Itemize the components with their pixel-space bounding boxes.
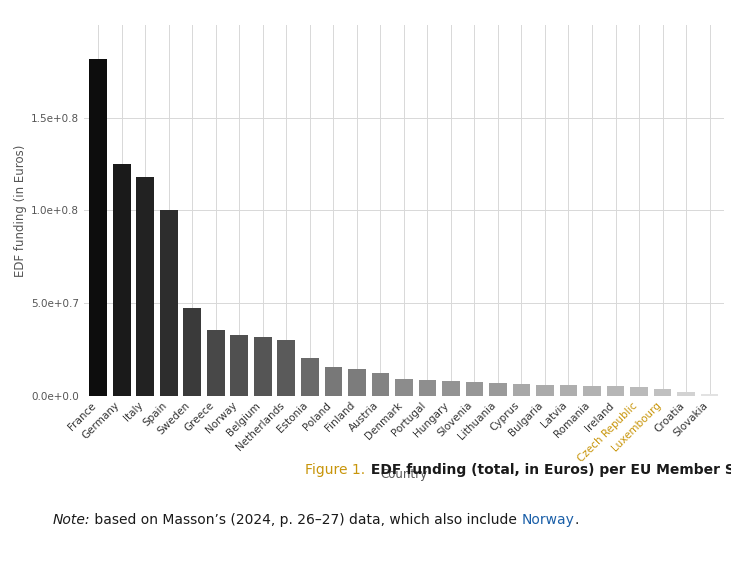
Bar [677, 392, 695, 396]
Bar [207, 330, 224, 396]
Text: based on Masson’s (2024, p. 26–27) data, which also include: based on Masson’s (2024, p. 26–27) data,… [90, 513, 521, 527]
Bar [278, 340, 295, 396]
Bar [583, 386, 601, 396]
Bar [160, 210, 178, 396]
Bar [466, 381, 483, 396]
Bar [137, 177, 154, 396]
Bar [607, 387, 624, 396]
Bar [701, 394, 719, 396]
Bar [442, 381, 460, 396]
Bar [230, 335, 248, 396]
Text: Norway: Norway [521, 513, 575, 527]
Bar [536, 385, 554, 396]
Text: Figure 1.: Figure 1. [306, 463, 366, 477]
Bar [654, 389, 671, 396]
Text: EDF funding (total, in Euros) per EU Member State (2021–2022): EDF funding (total, in Euros) per EU Mem… [366, 463, 731, 477]
Bar [371, 373, 389, 396]
Bar [395, 379, 413, 396]
Bar [89, 58, 107, 396]
Bar [348, 369, 366, 396]
X-axis label: Country: Country [380, 468, 428, 481]
Bar [254, 337, 272, 396]
Bar [113, 164, 131, 396]
Bar [630, 387, 648, 396]
Bar [512, 384, 530, 396]
Bar [489, 383, 507, 396]
Bar [419, 380, 436, 396]
Bar [325, 367, 342, 396]
Bar [560, 385, 577, 396]
Bar [301, 358, 319, 396]
Text: .: . [575, 513, 579, 527]
Bar [183, 309, 201, 396]
Text: Note:: Note: [53, 513, 90, 527]
Y-axis label: EDF funding (in Euros): EDF funding (in Euros) [14, 144, 27, 277]
